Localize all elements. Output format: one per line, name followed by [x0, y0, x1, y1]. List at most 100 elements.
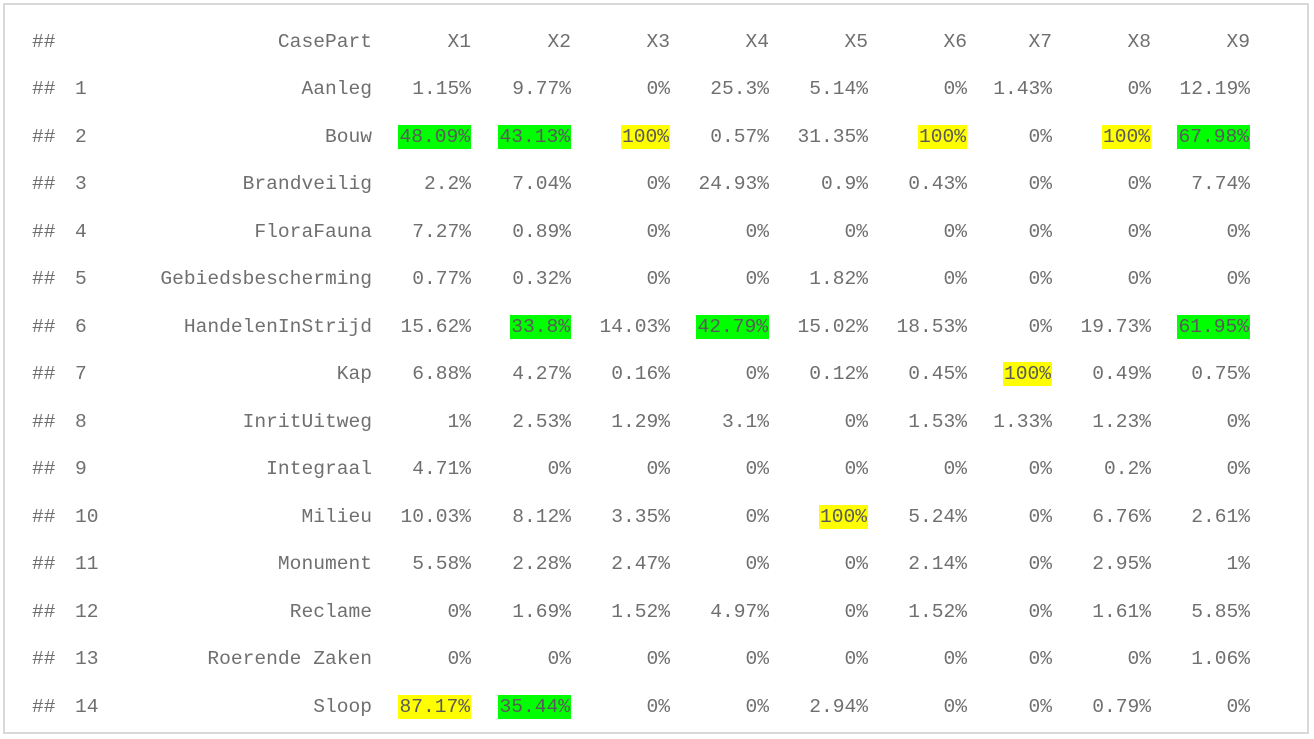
case-part-name: FloraFauna: [254, 220, 372, 243]
column-header: X1: [447, 31, 471, 53]
table-cell: 0%: [1028, 173, 1052, 195]
table-cell: 0%: [1127, 648, 1151, 670]
row-index: 3: [75, 173, 87, 195]
table-cell: 0%: [1226, 220, 1250, 243]
table-cell: 0%: [1028, 220, 1052, 243]
table-cell: 1.82%: [809, 268, 868, 290]
table-cell-highlighted: 42.79%: [696, 314, 769, 339]
table-cell: 2.94%: [809, 695, 868, 718]
column-header: X9: [1226, 31, 1250, 53]
table-cell: 4.27%: [512, 363, 571, 385]
table-cell: 0.75%: [1191, 363, 1250, 385]
table-row: ## 3 Brandveilig 2.2% 7.04% 0% 24.93% 0.9% 0.43%…: [5, 172, 1305, 196]
row-prefix: ##: [32, 315, 56, 338]
table-cell-highlighted: 33.8%: [510, 314, 571, 339]
table-cell: 15.02%: [797, 315, 868, 338]
table-cell: 0%: [646, 695, 670, 718]
case-part-name: InritUitweg: [242, 410, 372, 433]
table-cell: 0%: [745, 553, 769, 575]
column-header: CasePart: [277, 31, 372, 53]
table-cell: 0%: [646, 220, 670, 243]
table-cell: 5.24%: [908, 505, 967, 528]
table-cell: 0.49%: [1092, 363, 1151, 385]
table-cell: 0%: [1127, 220, 1151, 243]
case-part-name: Roerende Zaken: [207, 648, 372, 670]
table-cell: 0%: [943, 220, 967, 243]
table-cell: 2.47%: [611, 553, 670, 575]
table-cell: 6.76%: [1092, 505, 1151, 528]
table-cell: 0%: [943, 268, 967, 290]
table-row: ## 14 Sloop 87.17% 35.44% 0% 0% 2.94% 0% 0% 0.79% 0…: [5, 694, 1305, 719]
case-part-name: HandelenInStrijd: [183, 315, 372, 338]
table-cell: 5.85%: [1191, 600, 1250, 623]
table-cell: 0%: [646, 173, 670, 195]
table-cell: 0%: [745, 648, 769, 670]
table-row: ## 7 Kap 6.88% 4.27% 0.16% 0% 0.12% 0.45% 100% 0.4…: [5, 362, 1305, 386]
table-cell: 0%: [844, 600, 868, 623]
table-cell-highlighted: 87.17%: [398, 694, 471, 719]
table-cell: 0%: [943, 648, 967, 670]
row-prefix: ##: [32, 695, 56, 718]
table-cell: 0%: [1226, 458, 1250, 480]
table-cell: 8.12%: [512, 505, 571, 528]
case-part-name: Monument: [277, 553, 372, 575]
row-prefix: ##: [32, 363, 56, 385]
table-cell-highlighted: 43.13%: [498, 124, 571, 149]
table-cell: 0%: [745, 363, 769, 385]
table-row: ## 2 Bouw 48.09% 43.13% 100% 0.57% 31.35% 100% 0%…: [5, 124, 1305, 149]
table-cell: 1.69%: [512, 600, 571, 623]
column-header: X5: [844, 31, 868, 53]
table-cell-highlighted: 61.95%: [1177, 314, 1250, 339]
row-index: 14: [75, 695, 99, 718]
table-cell: 4.71%: [412, 458, 471, 480]
table-cell: 4.97%: [710, 600, 769, 623]
table-cell: 18.53%: [896, 315, 967, 338]
table-cell-highlighted: 100%: [818, 504, 868, 529]
table-cell: 15.62%: [400, 315, 471, 338]
row-index: 11: [75, 553, 99, 575]
table-cell: 1.23%: [1092, 410, 1151, 433]
output-frame: ## CasePart X1 X2 X3 X4 X5 X6 X7 X8 X9 ## 1 Aanleg 1.1…: [3, 3, 1309, 734]
table-cell: 0%: [1226, 695, 1250, 718]
table-cell: 31.35%: [797, 125, 868, 148]
row-prefix: ##: [32, 31, 56, 53]
table-cell: 0.12%: [809, 363, 868, 385]
table-cell: 0%: [844, 458, 868, 480]
table-cell: 0%: [745, 505, 769, 528]
row-prefix: ##: [32, 173, 56, 195]
table-cell: 0%: [745, 268, 769, 290]
table-cell: 0.32%: [512, 268, 571, 290]
table-row: ## 13 Roerende Zaken 0% 0% 0% 0% 0% 0% 0% 0% 1.06%: [5, 647, 1305, 671]
table-cell: 7.04%: [512, 173, 571, 195]
table-cell: 2.2%: [423, 173, 471, 195]
row-prefix: ##: [32, 458, 56, 480]
row-prefix: ##: [32, 600, 56, 623]
table-cell: 0%: [943, 695, 967, 718]
table-cell: 0%: [1226, 410, 1250, 433]
table-cell: 1.43%: [993, 78, 1052, 100]
row-index: 1: [75, 78, 87, 100]
table-cell: 0.79%: [1092, 695, 1151, 718]
row-prefix: ##: [32, 78, 56, 100]
row-prefix: ##: [32, 410, 56, 433]
row-index: 9: [75, 458, 87, 480]
table-cell: 14.03%: [599, 315, 670, 338]
table-cell: 1.53%: [908, 410, 967, 433]
table-cell: 0%: [646, 268, 670, 290]
column-header: X3: [646, 31, 670, 53]
row-prefix: ##: [32, 220, 56, 243]
table-cell: 1.52%: [908, 600, 967, 623]
case-part-name: Bouw: [324, 125, 372, 148]
table-cell-highlighted: 100%: [1101, 124, 1151, 149]
table-cell: 24.93%: [698, 173, 769, 195]
row-index: 12: [75, 600, 99, 623]
table-row: ## 12 Reclame 0% 1.69% 1.52% 4.97% 0% 1.52% 0% 1.6…: [5, 600, 1305, 624]
table-cell: 0%: [1028, 125, 1052, 148]
table-cell-highlighted: 48.09%: [398, 124, 471, 149]
table-cell: 1%: [447, 410, 471, 433]
column-header: X2: [547, 31, 571, 53]
case-part-name: Integraal: [266, 458, 372, 480]
row-prefix: ##: [32, 505, 56, 528]
table-cell: 0%: [1226, 268, 1250, 290]
table-cell: 0%: [547, 458, 571, 480]
